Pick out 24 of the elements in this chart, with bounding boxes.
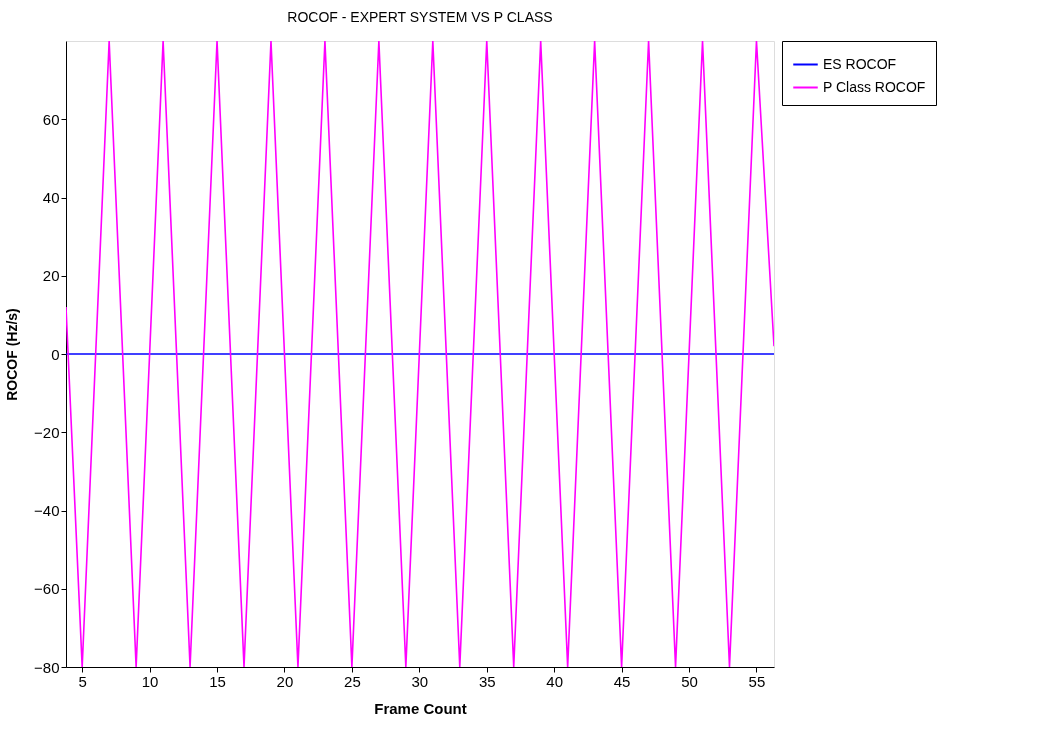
x-tick-label: 5 [78, 672, 87, 690]
y-tick-label: 40 [42, 189, 60, 206]
legend-label: ES ROCOF [823, 55, 897, 72]
y-tick-label: −20 [34, 423, 60, 441]
x-tick-label: 10 [141, 672, 159, 690]
y-tick-label: −40 [34, 502, 60, 519]
x-tick-label: 25 [344, 672, 361, 690]
y-tick-label: 0 [51, 345, 60, 363]
x-tick-label: 55 [748, 672, 766, 690]
x-tick-label: 20 [276, 672, 294, 690]
y-tick-label: −60 [34, 580, 60, 598]
chart-title: ROCOF - EXPERT SYSTEM VS P CLASS [287, 8, 553, 25]
x-axis-title: Frame Count [374, 699, 467, 717]
x-tick-label: 40 [546, 672, 564, 690]
x-tick-label: 45 [613, 672, 631, 690]
y-tick-label: −80 [34, 658, 60, 676]
y-tick-label: 20 [42, 267, 60, 285]
x-tick-label: 30 [411, 672, 429, 690]
legend-label: P Class ROCOF [823, 78, 926, 95]
x-tick-label: 35 [478, 672, 496, 690]
y-axis-title: ROCOF (Hz/s) [4, 308, 21, 401]
y-tick-label: 60 [42, 110, 60, 128]
x-tick-label: 50 [681, 672, 698, 690]
x-tick-label: 15 [209, 672, 226, 690]
